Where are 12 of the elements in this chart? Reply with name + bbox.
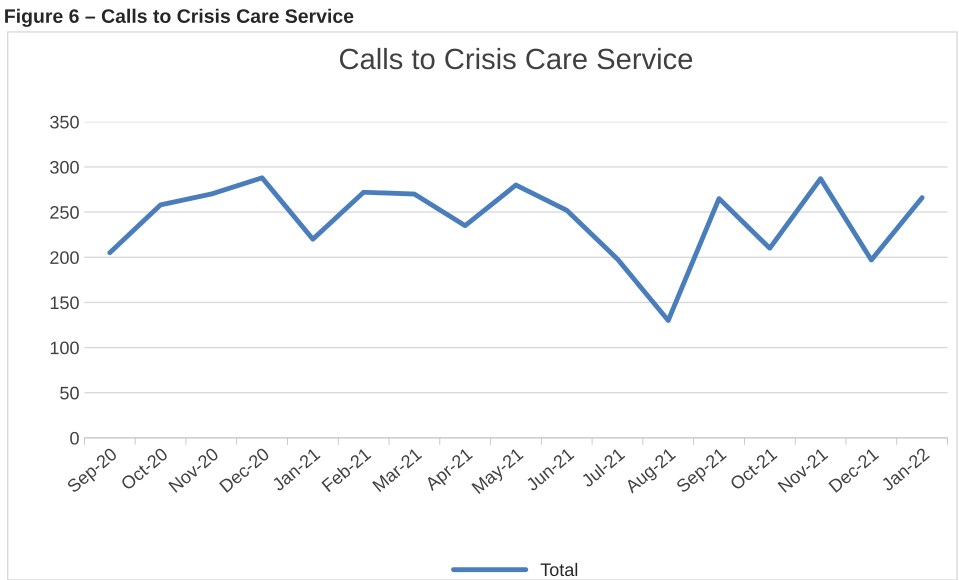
y-tick-label: 50 xyxy=(60,386,79,400)
y-tick-label: 100 xyxy=(50,342,79,354)
y-tick-label: 300 xyxy=(50,160,79,174)
line-series xyxy=(107,175,925,323)
chart-title: Calls to Crisis Care Service xyxy=(340,48,692,70)
y-tick-label: 200 xyxy=(50,251,79,264)
legend-label: Total xyxy=(540,562,578,576)
y-tick-label: 250 xyxy=(50,206,79,219)
y-tick-label: 350 xyxy=(50,116,79,129)
caption: Figure 6 – Calls to Crisis Care Service xyxy=(5,8,354,27)
y-tick-label: 0 xyxy=(70,432,79,445)
y-tick-label: 150 xyxy=(50,296,79,310)
